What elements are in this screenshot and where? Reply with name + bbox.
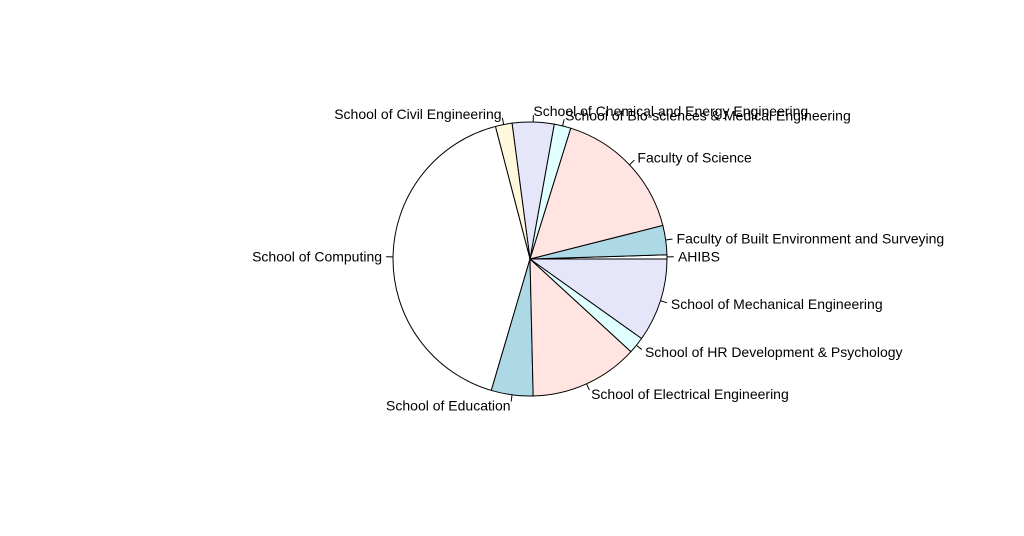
pie-label-school-of-civil-engineering: School of Civil Engineering: [334, 106, 501, 122]
pie-label-school-of-education: School of Education: [386, 398, 511, 414]
pie-label-ahibs: AHIBS: [678, 249, 720, 265]
pie-label-school-of-mechanical-engineering: School of Mechanical Engineering: [671, 296, 883, 312]
pie-label-school-of-computing: School of Computing: [252, 249, 382, 265]
pie-tick-school-of-hr-development-and-psychology: [636, 344, 643, 350]
pie-tick-school-of-electrical-engineering: [586, 383, 590, 391]
pie-label-ticks: [386, 115, 674, 402]
pie-tick-school-of-education: [510, 394, 513, 402]
pie-label-school-of-electrical-engineering: School of Electrical Engineering: [591, 386, 789, 402]
pie-slice-school-of-computing: [392, 125, 531, 392]
pie-tick-faculty-of-built-environment-and-surveying: [665, 238, 673, 241]
pie-label-faculty-of-built-environment-and-surveying: Faculty of Built Environment and Surveyi…: [677, 230, 945, 246]
pie-slice-faculty-of-science: [529, 127, 664, 260]
pie-slice-school-of-electrical-engineering: [529, 257, 632, 397]
pie-labels: AHIBS Faculty of Built Environment and Su…: [252, 103, 944, 414]
pie-tick-school-of-civil-engineering: [501, 117, 505, 125]
pie-tick-faculty-of-science: [629, 159, 635, 166]
pie-tick-school-of-mechanical-engineering: [660, 300, 668, 304]
pie-label-school-of-chemical-and-energy-engineering: School of Chemical and Energy Engineerin…: [533, 103, 808, 119]
pie-label-school-of-hr-development-and-psychology: School of HR Development & Psychology: [645, 344, 903, 360]
pie-tick-school-of-bio-sciences-and-medical-engineering: [562, 119, 565, 127]
pie-label-school-of-bio-sciences-and-medical-engineering: School of Bio-sciences & Medical Enginee…: [565, 107, 851, 123]
pie-slices: [392, 121, 668, 397]
pie-label-faculty-of-science: Faculty of Science: [637, 149, 752, 165]
pie-slice-school-of-mechanical-engineering: [528, 258, 668, 340]
